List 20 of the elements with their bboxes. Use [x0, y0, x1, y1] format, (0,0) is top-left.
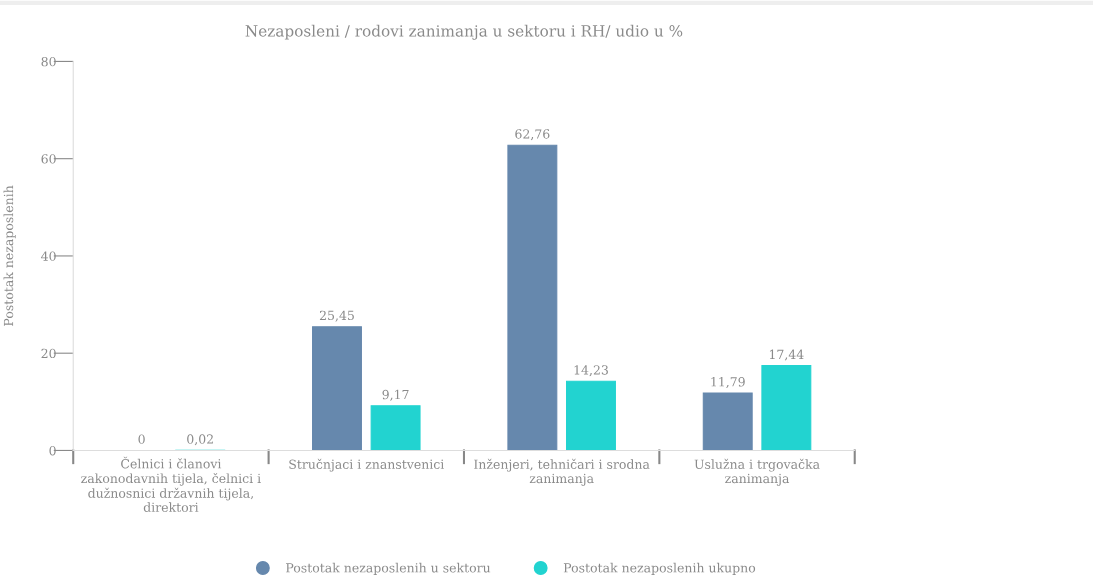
data-label: 9,17	[382, 389, 409, 401]
x-tick-label: Čelnici i članovi zakonodavnih tijela, čelnici i dužnosnici državnih tijela, direktori	[81, 456, 261, 513]
legend-label: Postotak nezaposlenih ukupno	[563, 562, 756, 575]
data-label: 25,45	[319, 310, 354, 322]
y-tick-label: 20	[41, 348, 56, 359]
y-tick-label: 80	[41, 56, 56, 67]
chart-title: Nezaposleni / rodovi zanimanja u sektoru i RH/ udio u %	[245, 24, 683, 40]
data-label: 0,02	[187, 434, 213, 446]
data-label: 17,44	[769, 349, 804, 361]
y-axis-title: Postotak nezaposlenih	[3, 185, 16, 326]
data-label: 62,76	[515, 129, 550, 141]
legend-label: Postotak nezaposlenih u sektoru	[286, 562, 491, 575]
data-label: 11,79	[711, 377, 745, 389]
y-tick-label: 40	[41, 251, 56, 261]
data-label: 0	[138, 434, 145, 444]
x-tick-label: Inženjeri, tehničari i srodna zanimanja	[474, 458, 650, 486]
data-label: 14,23	[574, 365, 608, 377]
x-tick-label: Uslužna i trgovačka zanimanja	[694, 458, 820, 486]
y-tick-label: 60	[41, 154, 56, 164]
x-tick-label: Stručnjaci i znanstvenici	[289, 458, 445, 472]
